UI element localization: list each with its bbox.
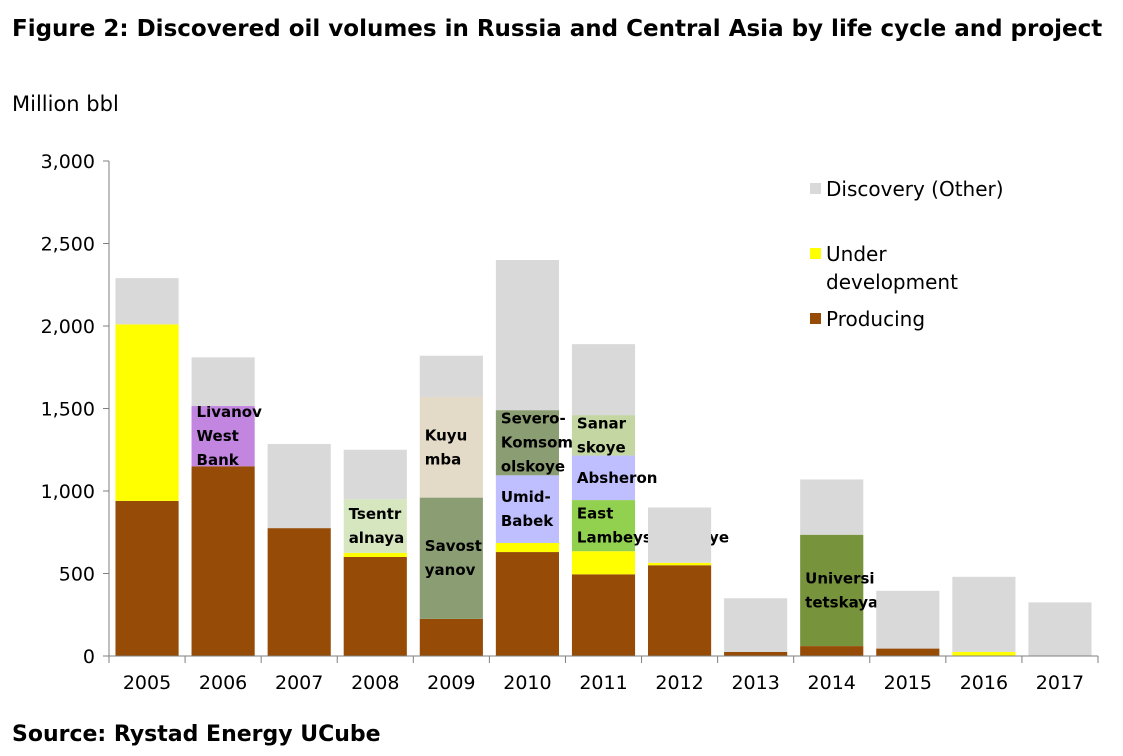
- bar-segment-label: Severo-: [501, 410, 566, 428]
- bar-segment-2011-east-lambeyshorskoye: [571, 500, 636, 552]
- bar-segment-2008-producing: [343, 557, 407, 656]
- bar-segment-2006-livanov-west-bank: [191, 406, 255, 467]
- bar-segment-label: Kuyu: [425, 426, 468, 444]
- bar-segment-label: alnaya: [349, 529, 405, 547]
- bar-segment-2008-tsentralnaya: [343, 499, 407, 553]
- bar-segment-label: Umid-: [501, 488, 551, 506]
- chart-title: Figure 2: Discovered oil volumes in Russ…: [12, 16, 1103, 42]
- bar-segment-2006-producing: [191, 466, 255, 656]
- bar-segment-label: Savost: [425, 537, 482, 555]
- x-tick-label: 2011: [579, 672, 627, 694]
- x-tick-label: 2006: [199, 672, 247, 694]
- bar-segment-label: Absheron: [577, 469, 658, 487]
- bar-segment-2013-discovery-other-: [724, 598, 788, 652]
- y-tick-label: 3,000: [41, 151, 95, 173]
- legend-swatch: [810, 183, 821, 194]
- bar-segment-label: East: [577, 505, 613, 523]
- bar-segment-2012-discovery-other-: [648, 507, 712, 563]
- bar-segment-2011-discovery-other-: [571, 344, 636, 416]
- bar-segment-2008-discovery-other-: [343, 449, 407, 500]
- bar-segment-label: Tsentr: [349, 505, 402, 523]
- bar-segment-2014-universitetskaya: [800, 534, 864, 647]
- bar-segment-label: tetskaya: [805, 593, 878, 611]
- x-tick-label: 2010: [503, 672, 551, 694]
- bar-segment-2006-discovery-other-: [191, 357, 255, 407]
- bar-segment-label: olskoye: [501, 458, 565, 476]
- bar-segment-2016-discovery-other-: [952, 576, 1016, 652]
- x-tick-label: 2013: [731, 672, 779, 694]
- bar-segment-2012-producing: [648, 565, 712, 656]
- bar-segment-2010-under-development: [495, 542, 559, 553]
- bar-segment-2009-kuyumba: [419, 396, 483, 498]
- bar-segment-2009-discovery-other-: [419, 355, 483, 397]
- legend-swatch: [810, 248, 821, 259]
- bar-segment-2010-umid-babek: [495, 475, 559, 543]
- bar-segment-2013-producing: [724, 651, 788, 656]
- y-tick-label: 1,500: [41, 399, 95, 421]
- x-tick-label: 2012: [655, 672, 703, 694]
- bar-segment-2005-producing: [115, 500, 179, 656]
- bar-segment-2016-under-development: [952, 651, 1016, 656]
- stacked-bar-chart: 0 500 1,000 1,500 2,000 2,500 3,000 Livanov West…: [41, 151, 1099, 694]
- bar-segment-label: skoye: [577, 438, 626, 456]
- bar-segment-2012-under-development: [648, 562, 712, 566]
- bar-segment-2009-producing: [419, 618, 483, 656]
- x-tick-label: 2015: [884, 672, 932, 694]
- legend-label: Under: [826, 242, 887, 266]
- bar-segment-2008-under-development: [343, 552, 407, 557]
- bar-segment-label: West: [197, 427, 239, 445]
- x-tick-label: 2005: [123, 672, 171, 694]
- source-note: Source: Rystad Energy UCube: [12, 722, 381, 747]
- x-tick-label: 2014: [808, 672, 856, 694]
- bar-segment-label: Sanar: [577, 414, 627, 432]
- x-tick-label: 2007: [275, 672, 323, 694]
- bar-segment-label: mba: [425, 450, 462, 468]
- bar-segment-label: Livanov: [197, 403, 263, 421]
- bar-segment-2005-under-development: [115, 324, 179, 501]
- bar-segment-label: Bank: [197, 451, 240, 469]
- legend-swatch: [810, 313, 821, 324]
- bar-segment-2011-sanarskoye: [571, 415, 636, 456]
- bar-segment-2007-producing: [267, 528, 331, 656]
- y-tick-label: 2,000: [41, 316, 95, 338]
- bar-segment-2011-absheron: [571, 455, 636, 501]
- legend-label: Producing: [826, 307, 925, 331]
- y-axis-unit-label: Million bbl: [12, 92, 119, 116]
- legend-label: Discovery (Other): [826, 177, 1004, 201]
- bar-segment-2009-savostyanov: [419, 497, 483, 619]
- bar-segment-label: yanov: [425, 561, 476, 579]
- bar-segment-label: Universi: [805, 569, 874, 587]
- bar-segment-label: Komsom: [501, 434, 573, 452]
- bar-segment-2014-producing: [800, 646, 864, 656]
- x-tick-label: 2017: [1036, 672, 1084, 694]
- bar-segment-2015-discovery-other-: [876, 590, 940, 649]
- bar-segment-2010-discovery-other-: [495, 260, 559, 411]
- bar-segment-2005-discovery-other-: [115, 278, 179, 325]
- y-tick-label: 1,000: [41, 481, 95, 503]
- bar-segment-2010-severo-komsomolskoye: [495, 410, 559, 476]
- bar-segment-label: Babek: [501, 512, 554, 530]
- bar-segment-2014-discovery-other-: [800, 479, 864, 535]
- bar-segment-2011-producing: [571, 574, 636, 656]
- bar-segment-2011-under-development: [571, 551, 636, 575]
- y-tick-label: 2,500: [41, 234, 95, 256]
- x-tick-label: 2008: [351, 672, 399, 694]
- bar-segment-2010-producing: [495, 552, 559, 656]
- x-tick-label: 2016: [960, 672, 1008, 694]
- bar-segment-2015-producing: [876, 648, 940, 656]
- legend-label: development: [826, 270, 958, 294]
- bar-segment-2017-discovery-other-: [1028, 602, 1092, 656]
- bar-segment-2007-discovery-other-: [267, 443, 331, 529]
- x-tick-label: 2009: [427, 672, 475, 694]
- y-tick-label: 0: [83, 646, 95, 668]
- y-tick-label: 500: [59, 564, 95, 586]
